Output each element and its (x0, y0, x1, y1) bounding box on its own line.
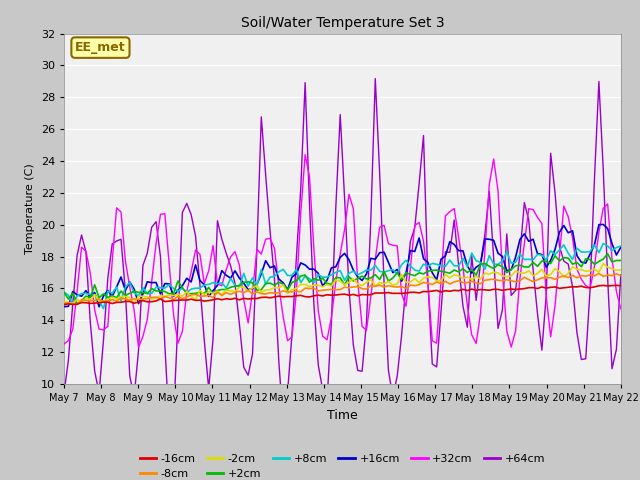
Line: +2cm: +2cm (64, 254, 621, 304)
-16cm (196, 297, 204, 303)
+64cm (292, 255, 300, 261)
+8cm (200, 282, 208, 288)
+64cm (600, 167, 607, 173)
-8cm (354, 284, 362, 289)
+16cm (600, 222, 607, 228)
+2cm (271, 282, 278, 288)
+16cm (292, 271, 300, 276)
+32cm (271, 245, 278, 251)
-2cm (543, 273, 550, 279)
Title: Soil/Water Temperature Set 3: Soil/Water Temperature Set 3 (241, 16, 444, 30)
-2cm (595, 269, 603, 275)
-16cm (591, 284, 598, 290)
X-axis label: Time: Time (327, 408, 358, 421)
+2cm (292, 278, 300, 284)
+2cm (617, 258, 625, 264)
+32cm (600, 205, 607, 211)
+2cm (604, 251, 611, 257)
-2cm (600, 261, 607, 266)
-2cm (69, 301, 77, 307)
+64cm (165, 423, 173, 429)
+8cm (60, 289, 68, 295)
+32cm (200, 281, 208, 287)
-16cm (266, 295, 274, 300)
+32cm (547, 334, 554, 340)
-8cm (271, 290, 278, 296)
-16cm (612, 282, 620, 288)
-2cm (354, 281, 362, 287)
+2cm (60, 289, 68, 295)
Line: -16cm: -16cm (64, 285, 621, 304)
+2cm (543, 258, 550, 264)
+16cm (60, 304, 68, 310)
Line: -8cm: -8cm (64, 274, 621, 304)
-8cm (600, 274, 607, 279)
+32cm (292, 289, 300, 295)
Line: +16cm: +16cm (64, 225, 621, 307)
+64cm (271, 276, 278, 282)
+64cm (617, 272, 625, 278)
+2cm (354, 276, 362, 281)
-2cm (617, 267, 625, 273)
Text: EE_met: EE_met (75, 41, 126, 54)
+16cm (354, 274, 362, 280)
-8cm (543, 275, 550, 281)
-8cm (595, 271, 603, 276)
+32cm (134, 344, 142, 350)
-2cm (271, 285, 278, 290)
-2cm (60, 299, 68, 305)
-8cm (74, 301, 81, 307)
-8cm (617, 273, 625, 278)
-16cm (349, 291, 357, 297)
+8cm (100, 306, 108, 312)
Line: +64cm: +64cm (64, 79, 621, 426)
+16cm (595, 222, 603, 228)
Y-axis label: Temperature (C): Temperature (C) (25, 163, 35, 254)
+32cm (358, 324, 366, 329)
+8cm (600, 240, 607, 246)
-16cm (617, 283, 625, 288)
+8cm (292, 266, 300, 272)
-2cm (200, 292, 208, 298)
+2cm (200, 290, 208, 296)
Line: +32cm: +32cm (64, 155, 621, 347)
-16cm (60, 301, 68, 307)
-8cm (200, 293, 208, 299)
+64cm (60, 391, 68, 396)
+2cm (595, 259, 603, 264)
+8cm (271, 274, 278, 279)
+2cm (74, 301, 81, 307)
+8cm (617, 243, 625, 249)
+64cm (354, 368, 362, 373)
-2cm (292, 286, 300, 291)
+32cm (617, 306, 625, 312)
-16cm (288, 294, 296, 300)
+16cm (271, 263, 278, 269)
+32cm (301, 152, 309, 157)
+32cm (60, 341, 68, 347)
+16cm (95, 304, 103, 310)
-16cm (538, 284, 546, 290)
Line: -2cm: -2cm (64, 264, 621, 304)
+16cm (200, 282, 208, 288)
+64cm (200, 337, 208, 343)
-8cm (292, 288, 300, 294)
+8cm (543, 257, 550, 263)
+8cm (595, 250, 603, 255)
Line: +8cm: +8cm (64, 243, 621, 309)
Legend: -16cm, -8cm, -2cm, +2cm, +8cm, +16cm, +32cm, +64cm: -16cm, -8cm, -2cm, +2cm, +8cm, +16cm, +3… (135, 449, 550, 480)
-8cm (60, 300, 68, 306)
+16cm (617, 244, 625, 250)
+16cm (543, 264, 550, 270)
+8cm (354, 272, 362, 277)
+64cm (547, 150, 554, 156)
+64cm (371, 76, 379, 82)
